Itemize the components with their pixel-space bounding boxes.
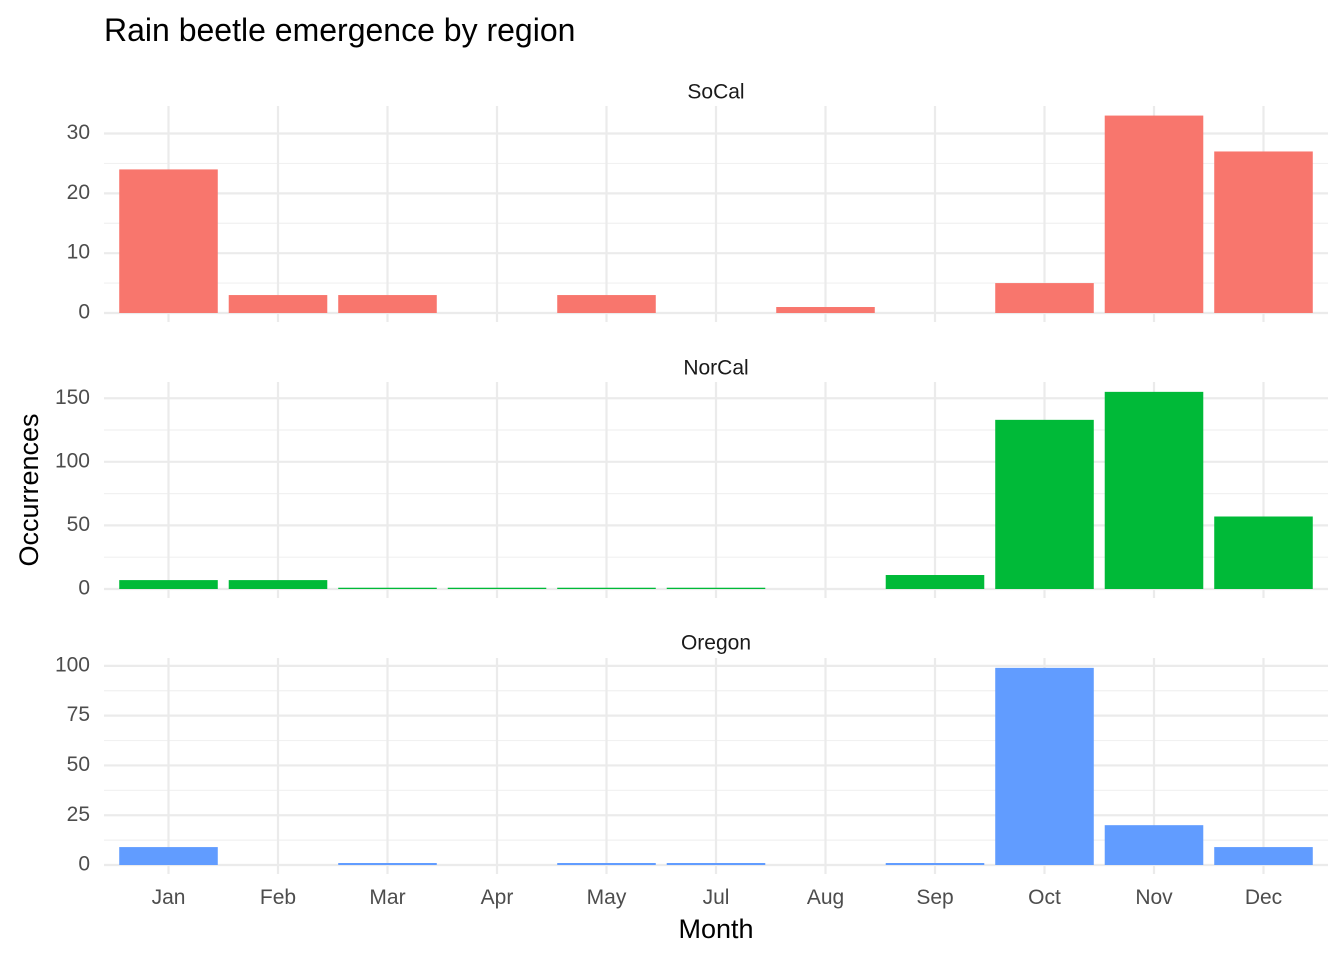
facet-panel-oregon: Oregon 0 25 50 75 100: [55, 632, 1328, 876]
x-axis-label: Month: [678, 914, 753, 944]
y-tick-label: 25: [67, 803, 90, 826]
bar-oregon-jul: [666, 863, 766, 865]
bar-socal-may: [557, 295, 656, 313]
facet-panels: SoCal 0 10 20 30 NorCal 0 50 100 150 Oregon 0 25 50 75…: [55, 81, 1328, 909]
x-tick-label: Sep: [916, 886, 953, 909]
facet-strip-label: NorCal: [683, 357, 748, 380]
bar-socal-nov: [1104, 115, 1204, 313]
bar-socal-jan: [119, 169, 218, 313]
bar-norcal-jul: [666, 587, 766, 589]
bar-socal-oct: [995, 283, 1094, 313]
chart-title: Rain beetle emergence by region: [104, 12, 575, 48]
bar-socal-aug: [776, 307, 875, 313]
x-tick-label: Nov: [1135, 886, 1173, 909]
y-tick-label: 100: [55, 653, 90, 676]
bar-oregon-sep: [885, 863, 985, 865]
bar-oregon-dec: [1214, 847, 1313, 865]
x-tick-label: Jan: [152, 886, 186, 909]
bar-norcal-may: [557, 587, 656, 589]
x-tick-label: Dec: [1245, 886, 1282, 909]
y-tick-label: 10: [67, 241, 90, 264]
facet-strip-label: SoCal: [687, 81, 744, 104]
x-tick-label: Jul: [703, 886, 730, 909]
bar-norcal-mar: [338, 587, 437, 589]
y-tick-label: 30: [67, 121, 90, 144]
x-tick-label: Mar: [369, 886, 405, 909]
bar-oregon-nov: [1104, 825, 1204, 865]
bar-norcal-apr: [447, 587, 547, 589]
y-tick-label: 50: [67, 513, 90, 536]
bar-socal-feb: [228, 295, 328, 313]
bar-oregon-may: [557, 863, 656, 865]
bar-socal-mar: [338, 295, 437, 313]
y-tick-label: 0: [78, 301, 90, 324]
bar-norcal-jan: [119, 580, 218, 589]
x-tick-label: Aug: [807, 886, 844, 909]
facet-panel-norcal: NorCal 0 50 100 150: [55, 357, 1328, 600]
bar-norcal-feb: [228, 580, 328, 589]
bar-norcal-dec: [1214, 516, 1313, 589]
y-tick-label: 0: [78, 853, 90, 876]
x-tick-label: Oct: [1028, 886, 1061, 909]
bar-norcal-nov: [1104, 391, 1204, 589]
y-axis-label: Occurrences: [14, 413, 44, 566]
bar-norcal-oct: [995, 419, 1094, 589]
y-tick-label: 150: [55, 386, 90, 409]
y-tick-label: 100: [55, 449, 90, 472]
bar-socal-dec: [1214, 151, 1313, 313]
y-tick-label: 50: [67, 753, 90, 776]
bar-oregon-oct: [995, 667, 1094, 865]
facet-strip-label: Oregon: [681, 632, 751, 655]
bar-oregon-jan: [119, 847, 218, 865]
y-tick-label: 75: [67, 703, 90, 726]
x-tick-label: Feb: [260, 886, 296, 909]
y-tick-label: 0: [78, 577, 90, 600]
bar-oregon-mar: [338, 863, 437, 865]
bar-norcal-sep: [885, 575, 985, 589]
facet-panel-socal: SoCal 0 10 20 30: [67, 81, 1328, 324]
x-tick-label: May: [587, 886, 627, 909]
y-tick-label: 20: [67, 181, 90, 204]
x-tick-label: Apr: [481, 886, 514, 909]
